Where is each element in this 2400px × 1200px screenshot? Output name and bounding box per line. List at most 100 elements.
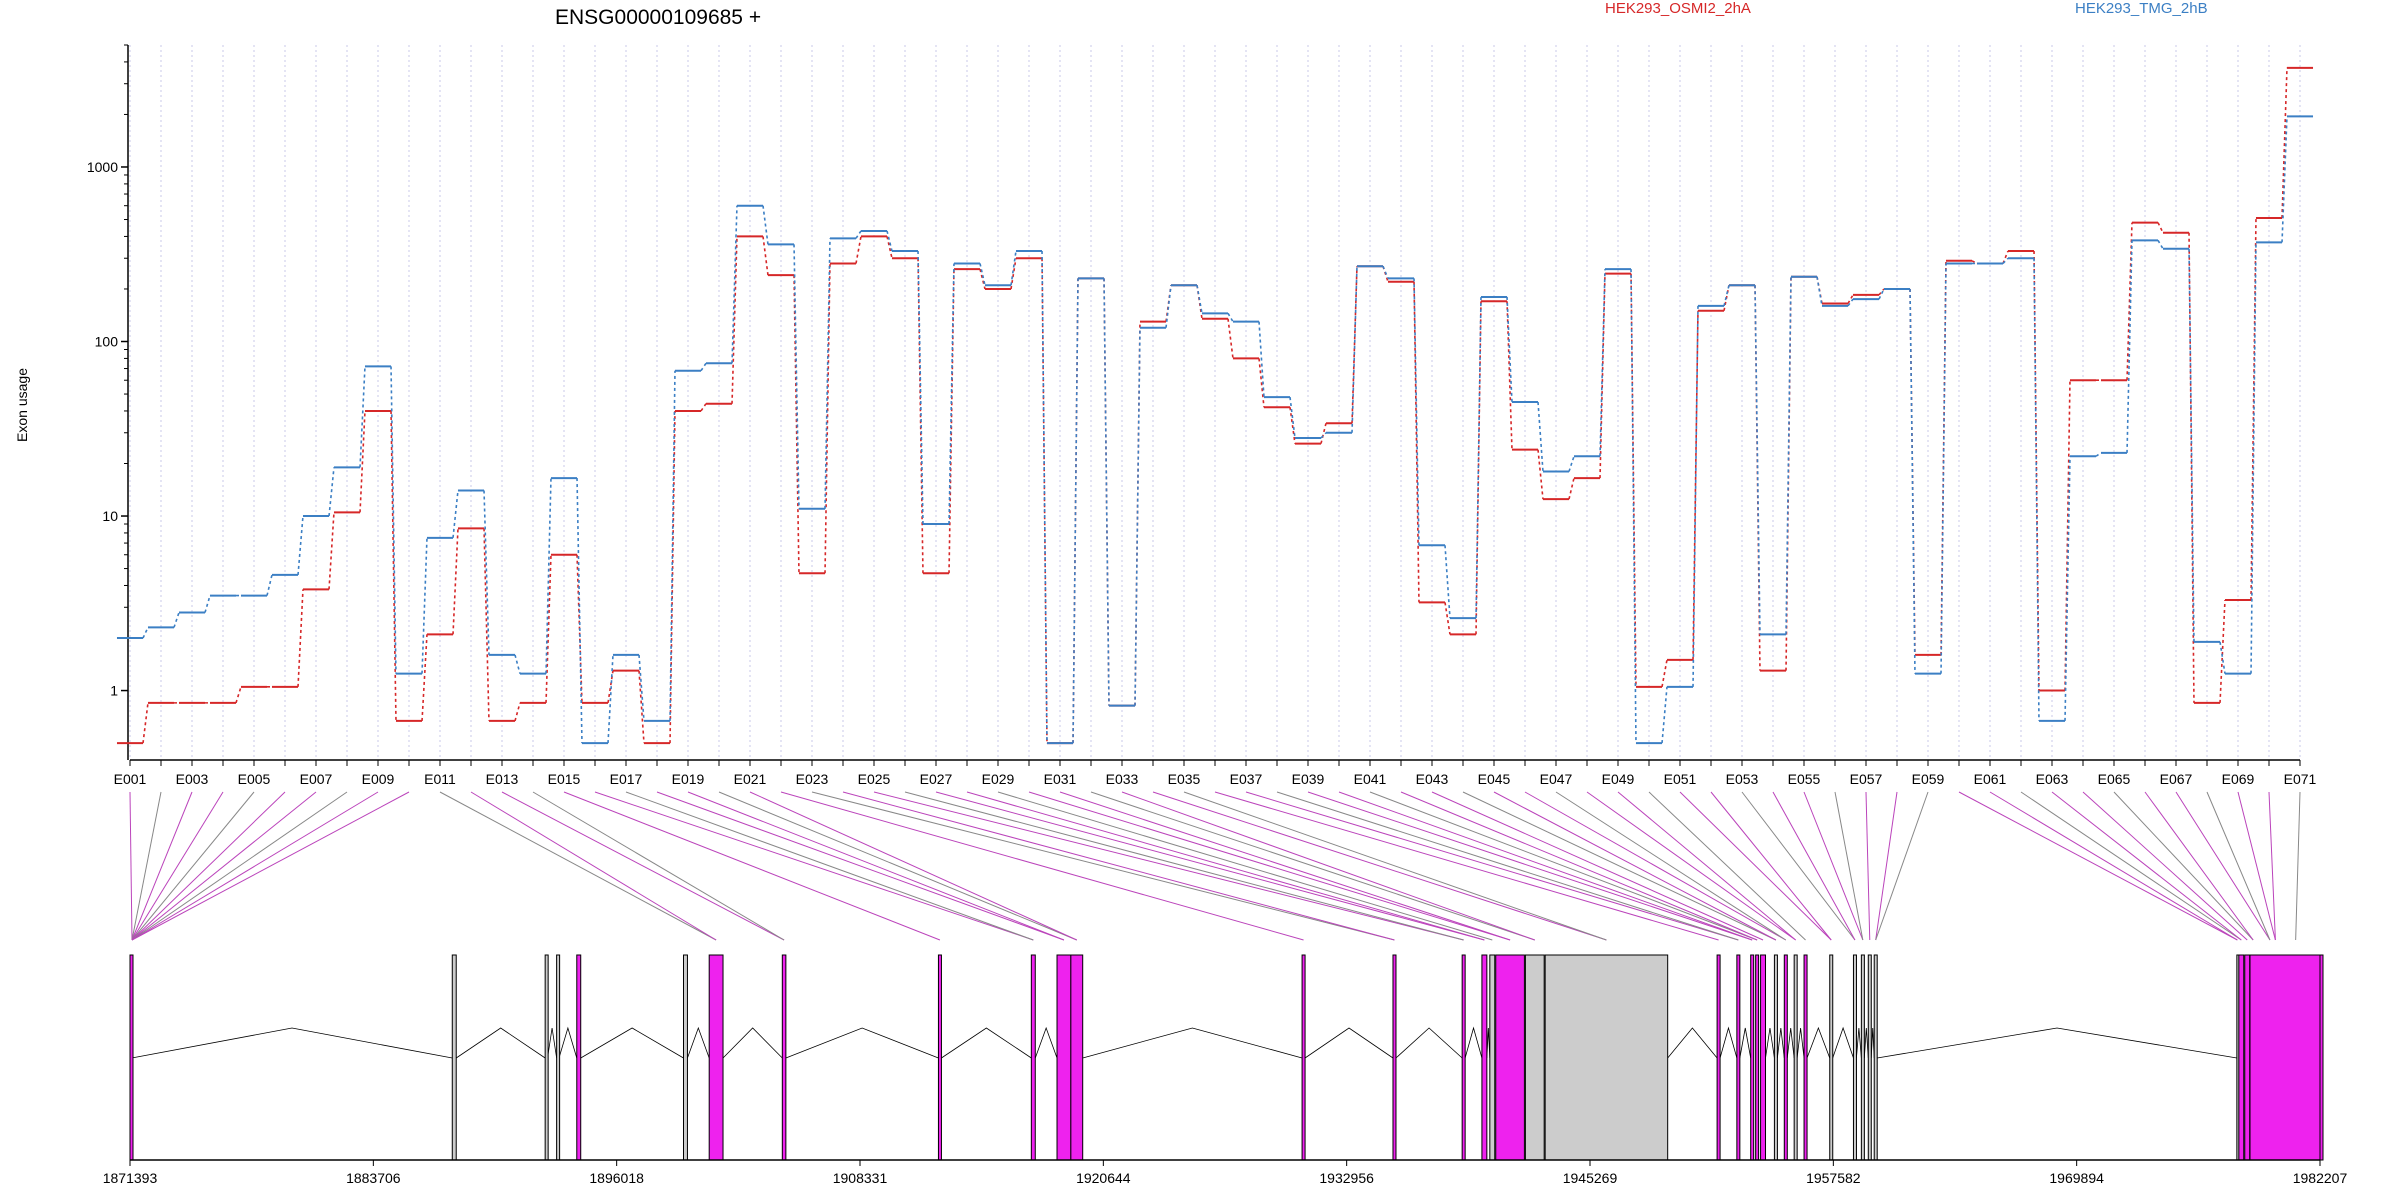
exon-block — [937, 954, 942, 1161]
exon-connector — [594, 791, 1034, 941]
series-lines — [116, 66, 2314, 745]
intron-line — [1832, 1026, 1854, 1059]
x-tick-label: E013 — [486, 771, 519, 787]
exon-connector — [532, 791, 785, 941]
exon-connector — [1958, 791, 2238, 941]
exon-connector — [2206, 791, 2271, 941]
exon-block — [1829, 954, 1834, 1161]
exon-connector — [811, 791, 1395, 941]
exon-connector — [1276, 791, 1739, 941]
exon-block — [1070, 954, 1084, 1161]
series-connector — [142, 116, 2288, 744]
genome-tick-label: 1920644 — [1076, 1170, 1131, 1186]
exon-connector — [501, 791, 785, 941]
intron-line — [580, 1027, 684, 1059]
genome-tick-label: 1945269 — [1563, 1170, 1618, 1186]
exon-block — [1524, 954, 1545, 1161]
exon-block — [1056, 954, 1072, 1161]
y-axis: 1000 100 10 1 — [87, 44, 129, 760]
exon-connector — [1989, 791, 2238, 941]
x-tick-label: E057 — [1850, 771, 1883, 787]
exon-connector — [1462, 791, 1777, 941]
exon-connector — [966, 791, 1485, 941]
exon-connector — [935, 791, 1485, 941]
exon-connector — [563, 791, 941, 941]
x-tick-label: E047 — [1540, 771, 1573, 787]
x-tick-label: E021 — [734, 771, 767, 787]
x-tick-label: E055 — [1788, 771, 1821, 787]
intron-line — [941, 1027, 1032, 1059]
intron-line — [547, 1027, 558, 1059]
exon-connector — [2051, 791, 2242, 941]
genome-coordinate-axis: 1871393 1883706 1896018 1908331 1920644 19329… — [103, 1159, 2347, 1186]
exon-block — [1803, 954, 1808, 1161]
exon-connector — [2144, 791, 2254, 941]
intron-line — [1765, 1027, 1775, 1059]
x-tick-label: E059 — [1912, 771, 1945, 787]
x-tick-label: E015 — [548, 771, 581, 787]
exon-connector — [1028, 791, 1511, 941]
exon-connector — [625, 791, 1034, 941]
exon-connector — [470, 791, 717, 941]
exon-block — [1755, 954, 1760, 1161]
exon-block — [1783, 954, 1788, 1161]
exon-block — [1392, 954, 1397, 1161]
exon-connector — [1679, 791, 1832, 941]
chart-title: ENSG00000109685 + — [555, 6, 761, 29]
intron-line — [1786, 1027, 1795, 1059]
x-tick-label: E023 — [796, 771, 829, 787]
exon-block — [1852, 954, 1857, 1161]
exon-connector — [1059, 791, 1511, 941]
vertical-gridlines — [129, 45, 2301, 760]
exon-block — [1860, 954, 1865, 1161]
intron-line — [1034, 1026, 1058, 1059]
exon-block — [1461, 954, 1466, 1161]
intron-line — [785, 1027, 939, 1059]
exon-block — [1736, 954, 1741, 1161]
x-tick-label: E035 — [1168, 771, 1201, 787]
exon-block — [451, 954, 457, 1161]
y-axis-label: Exon usage — [14, 368, 30, 442]
exon-block — [781, 954, 787, 1161]
exon-connector — [1307, 791, 1753, 941]
x-axis: E001 E003 E005 E007 E009 E011 E013 E015 E017 E019… — [114, 759, 2317, 787]
exon-block — [2244, 954, 2251, 1161]
exon-block — [1773, 954, 1778, 1161]
intron-line — [1395, 1027, 1463, 1059]
exon-connector — [2237, 791, 2276, 941]
x-tick-label: E039 — [1292, 771, 1325, 787]
exon-connector — [1648, 791, 1806, 941]
exon-block — [129, 954, 134, 1161]
intron-line — [1796, 1027, 1805, 1059]
intron-line — [1082, 1027, 1303, 1059]
exon-block — [1481, 954, 1488, 1161]
exon-block — [1301, 954, 1306, 1161]
exon-block — [1760, 954, 1767, 1161]
x-tick-label: E067 — [2160, 771, 2193, 787]
x-tick-label: E011 — [424, 771, 456, 787]
genome-tick-label: 1932956 — [1319, 1170, 1374, 1186]
exon-connector — [780, 791, 1304, 941]
exon-connector — [439, 791, 717, 941]
x-tick-label: E005 — [238, 771, 271, 787]
exon-connector — [1772, 791, 1856, 941]
x-tick-label: E071 — [2284, 771, 2317, 787]
exon-block — [2238, 954, 2245, 1161]
legend-series-osmi2: HEK293_OSMI2_2hA — [1605, 0, 1751, 17]
exon-connector — [1183, 791, 1607, 941]
series-1 — [116, 115, 2314, 745]
intron-line — [722, 1027, 783, 1059]
exon-connector — [1152, 791, 1607, 941]
x-tick-label: E025 — [858, 771, 891, 787]
genome-tick-label: 1957582 — [1806, 1170, 1861, 1186]
exon-connector — [1369, 791, 1758, 941]
x-tick-label: E061 — [1974, 771, 2007, 787]
exon-connector — [1865, 791, 1871, 941]
exon-connector — [1710, 791, 1832, 941]
exon-block — [708, 954, 724, 1161]
exon-connector — [842, 791, 1395, 941]
exon-connector — [1245, 791, 1739, 941]
intron-line — [1806, 1026, 1831, 1059]
exon-connector — [2268, 791, 2276, 941]
exon-connector — [1803, 791, 1864, 941]
